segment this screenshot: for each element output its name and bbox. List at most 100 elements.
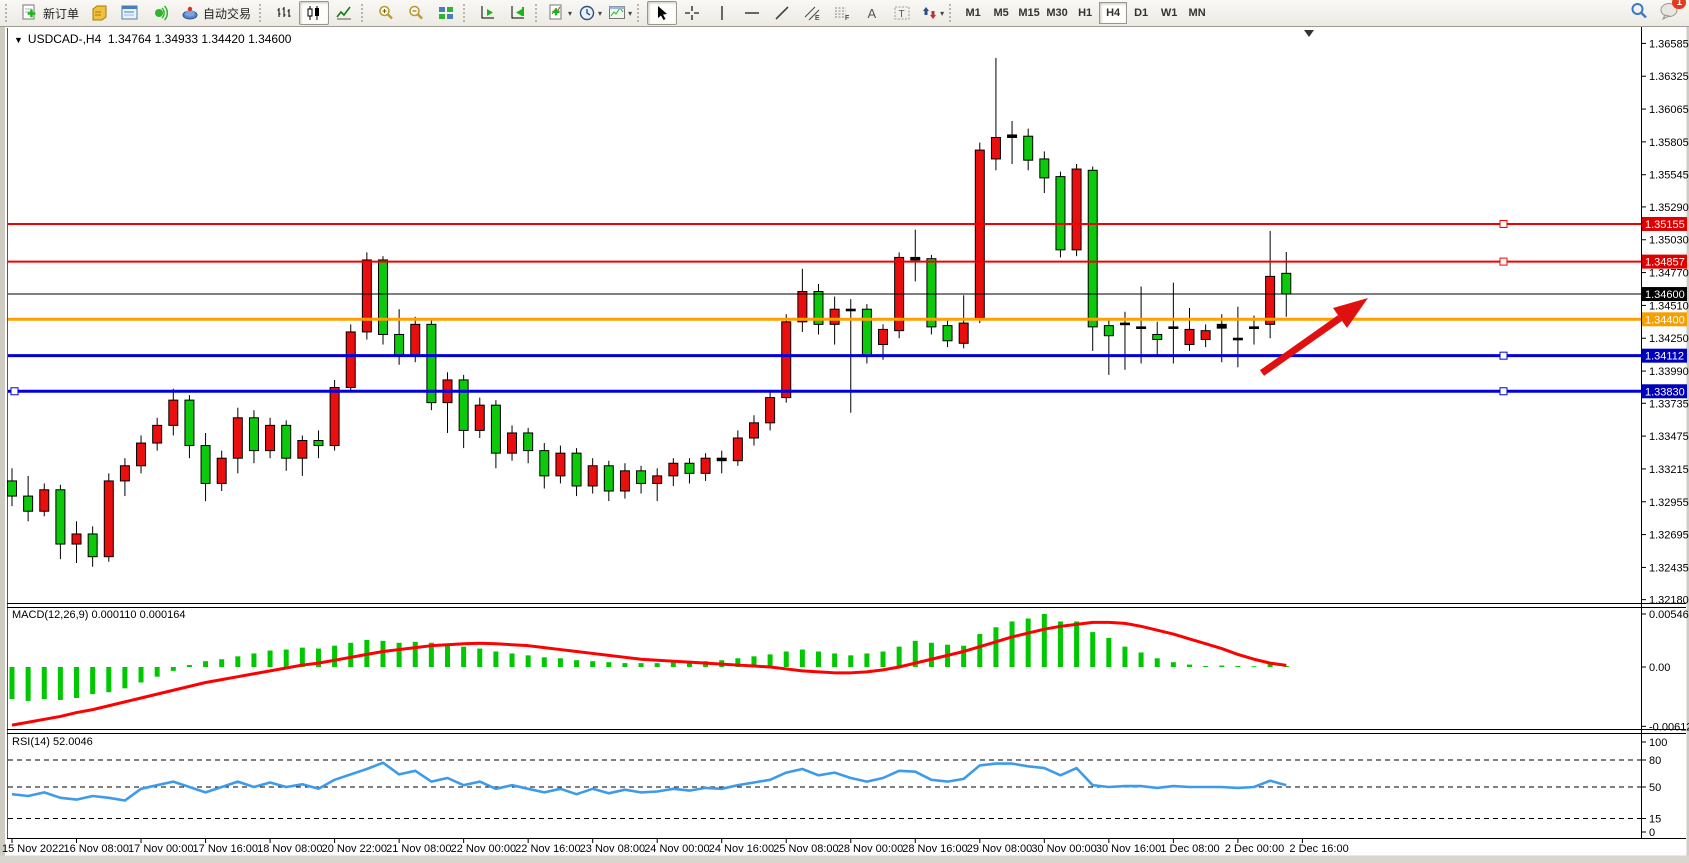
- hline-anchor[interactable]: [1499, 257, 1508, 266]
- macd-bar: [493, 651, 499, 667]
- price-axis-label: 1.33475: [1649, 431, 1689, 443]
- macd-axis-label: 0.00: [1649, 662, 1670, 674]
- signals-button[interactable]: [145, 1, 175, 25]
- chart-shift-icon: [509, 4, 527, 22]
- chevron-down-icon[interactable]: ▾: [568, 8, 573, 18]
- timeframe-button-w1[interactable]: W1: [1160, 7, 1178, 19]
- candle: [458, 379, 469, 431]
- timeframe-button-m15[interactable]: M15: [1018, 7, 1040, 19]
- rsi-indicator-label: RSI(14) 52.0046: [12, 736, 93, 748]
- candle: [813, 291, 824, 325]
- market-watch-button[interactable]: [115, 1, 145, 25]
- autotrade-button[interactable]: 自动交易: [175, 1, 257, 25]
- macd-bar: [638, 663, 644, 667]
- macd-bar: [864, 653, 870, 667]
- hline-anchor[interactable]: [1499, 351, 1508, 360]
- macd-bar: [1090, 632, 1096, 667]
- notifications-button[interactable]: 1: [1659, 0, 1686, 26]
- time-axis-label: 1 Dec 08:00: [1160, 843, 1219, 855]
- timeframe-button-d1[interactable]: D1: [1134, 7, 1149, 19]
- templates-button[interactable]: ▾: [605, 1, 635, 25]
- candle: [1265, 275, 1276, 325]
- hline-objects[interactable]: [8, 219, 1641, 396]
- candlestick-button[interactable]: [299, 1, 330, 25]
- candle: [1152, 333, 1163, 341]
- macd-axis-label: -0.006124: [1649, 721, 1689, 733]
- candle: [539, 450, 550, 477]
- horizontal-line-button[interactable]: [737, 1, 767, 25]
- crosshair-button[interactable]: [677, 1, 707, 25]
- new-order-button[interactable]: 新订单: [15, 1, 85, 25]
- timeframe-button-h4[interactable]: H4: [1099, 2, 1128, 24]
- arrow-annotation[interactable]: [1259, 298, 1368, 376]
- candle: [668, 462, 679, 477]
- macd-bar: [299, 647, 305, 667]
- indicators-button[interactable]: ▾: [545, 1, 575, 25]
- chevron-down-icon[interactable]: ▾: [940, 8, 945, 18]
- letter-a-icon: A: [863, 4, 881, 22]
- chevron-down-icon[interactable]: ▼: [14, 35, 23, 45]
- zoom-in-button[interactable]: [371, 1, 401, 25]
- vertical-line-button[interactable]: [707, 1, 737, 25]
- zoom-out-button[interactable]: [401, 1, 431, 25]
- svg-text:T: T: [899, 9, 905, 20]
- candle: [990, 136, 1001, 160]
- candle: [765, 397, 776, 424]
- timeframe-button-h1[interactable]: H1: [1078, 7, 1093, 19]
- candle: [7, 480, 17, 497]
- macd-bar: [235, 656, 241, 667]
- chart-shift-marker[interactable]: [1304, 30, 1314, 37]
- chevron-down-icon[interactable]: ▾: [628, 8, 633, 18]
- time-axis-label: 18 Nov 08:00: [257, 843, 322, 855]
- candle: [700, 457, 711, 474]
- svg-text:E: E: [815, 15, 820, 22]
- profiles-button[interactable]: [85, 1, 115, 25]
- candle: [55, 489, 66, 545]
- search-icon[interactable]: [1629, 1, 1649, 26]
- price-badge: [1642, 348, 1687, 363]
- macd-indicator-label: MACD(12,26,9) 0.000110 0.000164: [12, 609, 186, 621]
- candle: [603, 465, 614, 492]
- chart-shift-button[interactable]: [503, 1, 533, 25]
- text-label-button[interactable]: T: [887, 1, 917, 25]
- hline-anchor[interactable]: [1499, 219, 1508, 228]
- line-chart-button[interactable]: [329, 1, 359, 25]
- timeframe-button-m5[interactable]: M5: [993, 7, 1009, 19]
- price-badge: [1642, 384, 1687, 399]
- channel-button[interactable]: E: [797, 1, 827, 25]
- arrows-button[interactable]: ▾: [917, 1, 947, 25]
- periods-button[interactable]: ▾: [575, 1, 605, 25]
- macd-bar: [606, 662, 612, 667]
- hline-anchor[interactable]: [10, 387, 19, 396]
- cursor-button[interactable]: [647, 1, 678, 25]
- trendline-button[interactable]: [767, 1, 797, 25]
- candle: [410, 323, 421, 356]
- chevron-down-icon[interactable]: ▾: [598, 8, 603, 18]
- tile-windows-button[interactable]: [431, 1, 461, 25]
- line-chart-icon: [335, 4, 353, 22]
- bar-chart-button[interactable]: [269, 1, 299, 25]
- macd-bar: [170, 667, 176, 671]
- timeframe-button-m1[interactable]: M1: [965, 7, 981, 19]
- clock-icon: [578, 4, 596, 22]
- macd-bar: [525, 655, 531, 667]
- macd-bar: [1170, 662, 1176, 667]
- candle: [748, 422, 759, 439]
- vertical-line-icon: [713, 4, 731, 22]
- time-axis-label: 17 Nov 16:00: [193, 843, 258, 855]
- fibonacci-button[interactable]: F: [827, 1, 857, 25]
- text-button[interactable]: A: [857, 1, 887, 25]
- timeframe-button-m30[interactable]: M30: [1046, 7, 1068, 19]
- time-axis-label: 20 Nov 22:00: [322, 843, 387, 855]
- candle: [619, 470, 630, 492]
- candle: [1119, 322, 1130, 326]
- candle: [1039, 158, 1050, 179]
- timeframe-button-mn[interactable]: MN: [1188, 7, 1206, 19]
- time-axis[interactable]: 15 Nov 2022 16 Nov 08:00 17 Nov 00:00 17 No…: [2, 839, 1349, 855]
- svg-text:A: A: [868, 6, 877, 21]
- auto-scroll-button[interactable]: [473, 1, 503, 25]
- price-axis[interactable]: 1.36585 1.36325 1.36065 1.35805 1.35545 1.352…: [1641, 38, 1689, 607]
- hline-anchor[interactable]: [1499, 387, 1508, 396]
